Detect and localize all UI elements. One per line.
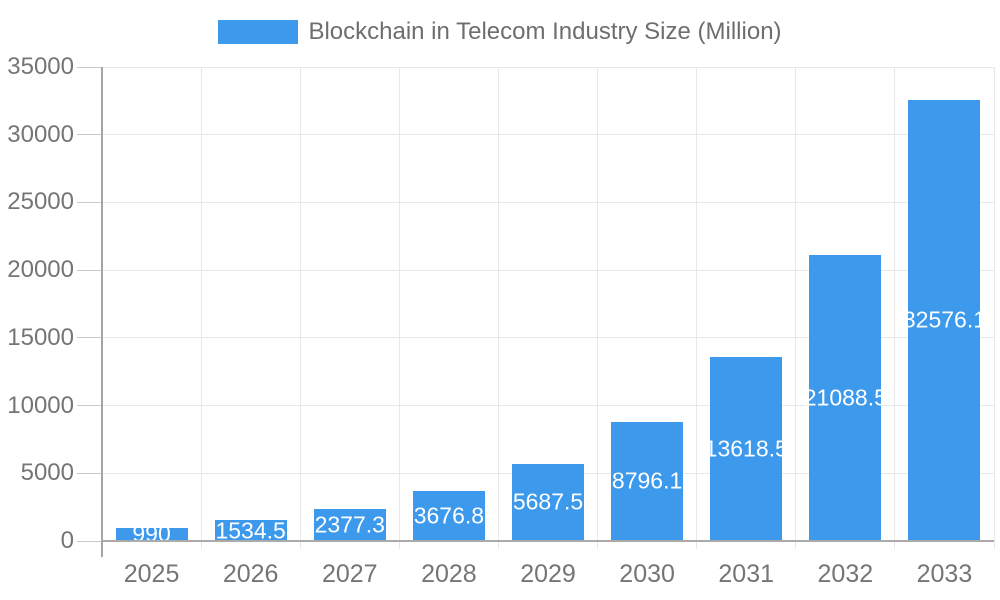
y-axis-label-20000: 20000 (7, 256, 74, 284)
v-gridline-5 (597, 67, 599, 549)
h-gridline-35000 (102, 66, 994, 68)
x-axis-label-2026: 2026 (222, 560, 279, 588)
y-tick-mark-20000 (77, 269, 101, 271)
v-gridline-9 (993, 67, 995, 549)
v-gridline-8 (894, 67, 896, 549)
bar-2027[interactable]: 2377.3 (313, 508, 386, 541)
y-tick-mark-35000 (77, 66, 101, 68)
bar-value-label-2026: 1534.5 (215, 517, 286, 544)
y-axis-label-30000: 30000 (7, 120, 74, 148)
y-axis-label-25000: 25000 (7, 188, 74, 216)
y-axis-label-5000: 5000 (20, 459, 74, 487)
y-axis-line (101, 67, 103, 557)
bar-2028[interactable]: 3676.8 (412, 491, 485, 541)
v-gridline-1 (200, 67, 202, 549)
x-axis-label-2028: 2028 (421, 560, 477, 588)
x-axis-label-2025: 2025 (123, 560, 180, 588)
v-gridline-2 (299, 67, 301, 549)
chart-legend[interactable]: Blockchain in Telecom Industry Size (Mil… (0, 18, 1000, 45)
x-axis-label-2029: 2029 (520, 560, 576, 588)
h-gridline-20000 (102, 269, 994, 271)
y-axis-label-35000: 35000 (7, 53, 74, 80)
v-gridline-3 (398, 67, 400, 549)
h-gridline-25000 (102, 201, 994, 203)
y-tick-mark-25000 (77, 201, 101, 203)
y-axis-label-10000: 10000 (7, 391, 74, 419)
v-gridline-6 (696, 67, 698, 549)
y-tick-mark-10000 (77, 405, 101, 407)
h-gridline-10000 (102, 405, 994, 407)
x-axis-label-2031: 2031 (718, 560, 775, 588)
bar-2029[interactable]: 5687.5 (512, 463, 584, 541)
bar-value-label-2028: 3676.8 (413, 502, 485, 529)
bar-2032[interactable]: 21088.5 (804, 255, 887, 541)
v-gridline-4 (497, 67, 499, 549)
bar-2030[interactable]: 8796.1 (611, 421, 684, 541)
bar-value-label-2031: 13618.5 (704, 435, 788, 462)
y-tick-mark-15000 (77, 337, 101, 339)
bar-2033[interactable]: 32576.1 (903, 99, 986, 541)
bar-value-label-2029: 5687.5 (512, 488, 584, 515)
x-axis-label-2033: 2033 (916, 560, 973, 588)
y-tick-mark-5000 (77, 472, 101, 474)
bar-value-label-2032: 21088.5 (803, 384, 887, 411)
x-axis-label-2030: 2030 (619, 560, 675, 588)
x-axis-line (102, 540, 994, 542)
bar-2031[interactable]: 13618.5 (705, 356, 788, 541)
y-axis-label-15000: 15000 (7, 323, 74, 351)
y-axis-label-0: 0 (60, 527, 74, 554)
v-gridline-7 (795, 67, 797, 549)
h-gridline-15000 (102, 337, 994, 339)
y-tick-mark-30000 (77, 134, 101, 136)
h-gridline-30000 (102, 134, 994, 136)
y-tick-mark-0 (77, 540, 101, 542)
bar-2026[interactable]: 1534.5 (214, 517, 287, 544)
legend-label: Blockchain in Telecom Industry Size (Mil… (308, 18, 782, 45)
x-axis-label-2032: 2032 (817, 560, 874, 588)
legend-swatch (218, 20, 299, 44)
bar-value-label-2025: 990 (132, 520, 171, 547)
bar-value-label-2030: 8796.1 (611, 467, 683, 494)
bar-value-label-2033: 32576.1 (902, 306, 987, 333)
bar-value-label-2027: 2377.3 (314, 511, 385, 538)
x-axis-label-2027: 2027 (321, 560, 378, 588)
bar-2025[interactable]: 990 (115, 521, 188, 547)
